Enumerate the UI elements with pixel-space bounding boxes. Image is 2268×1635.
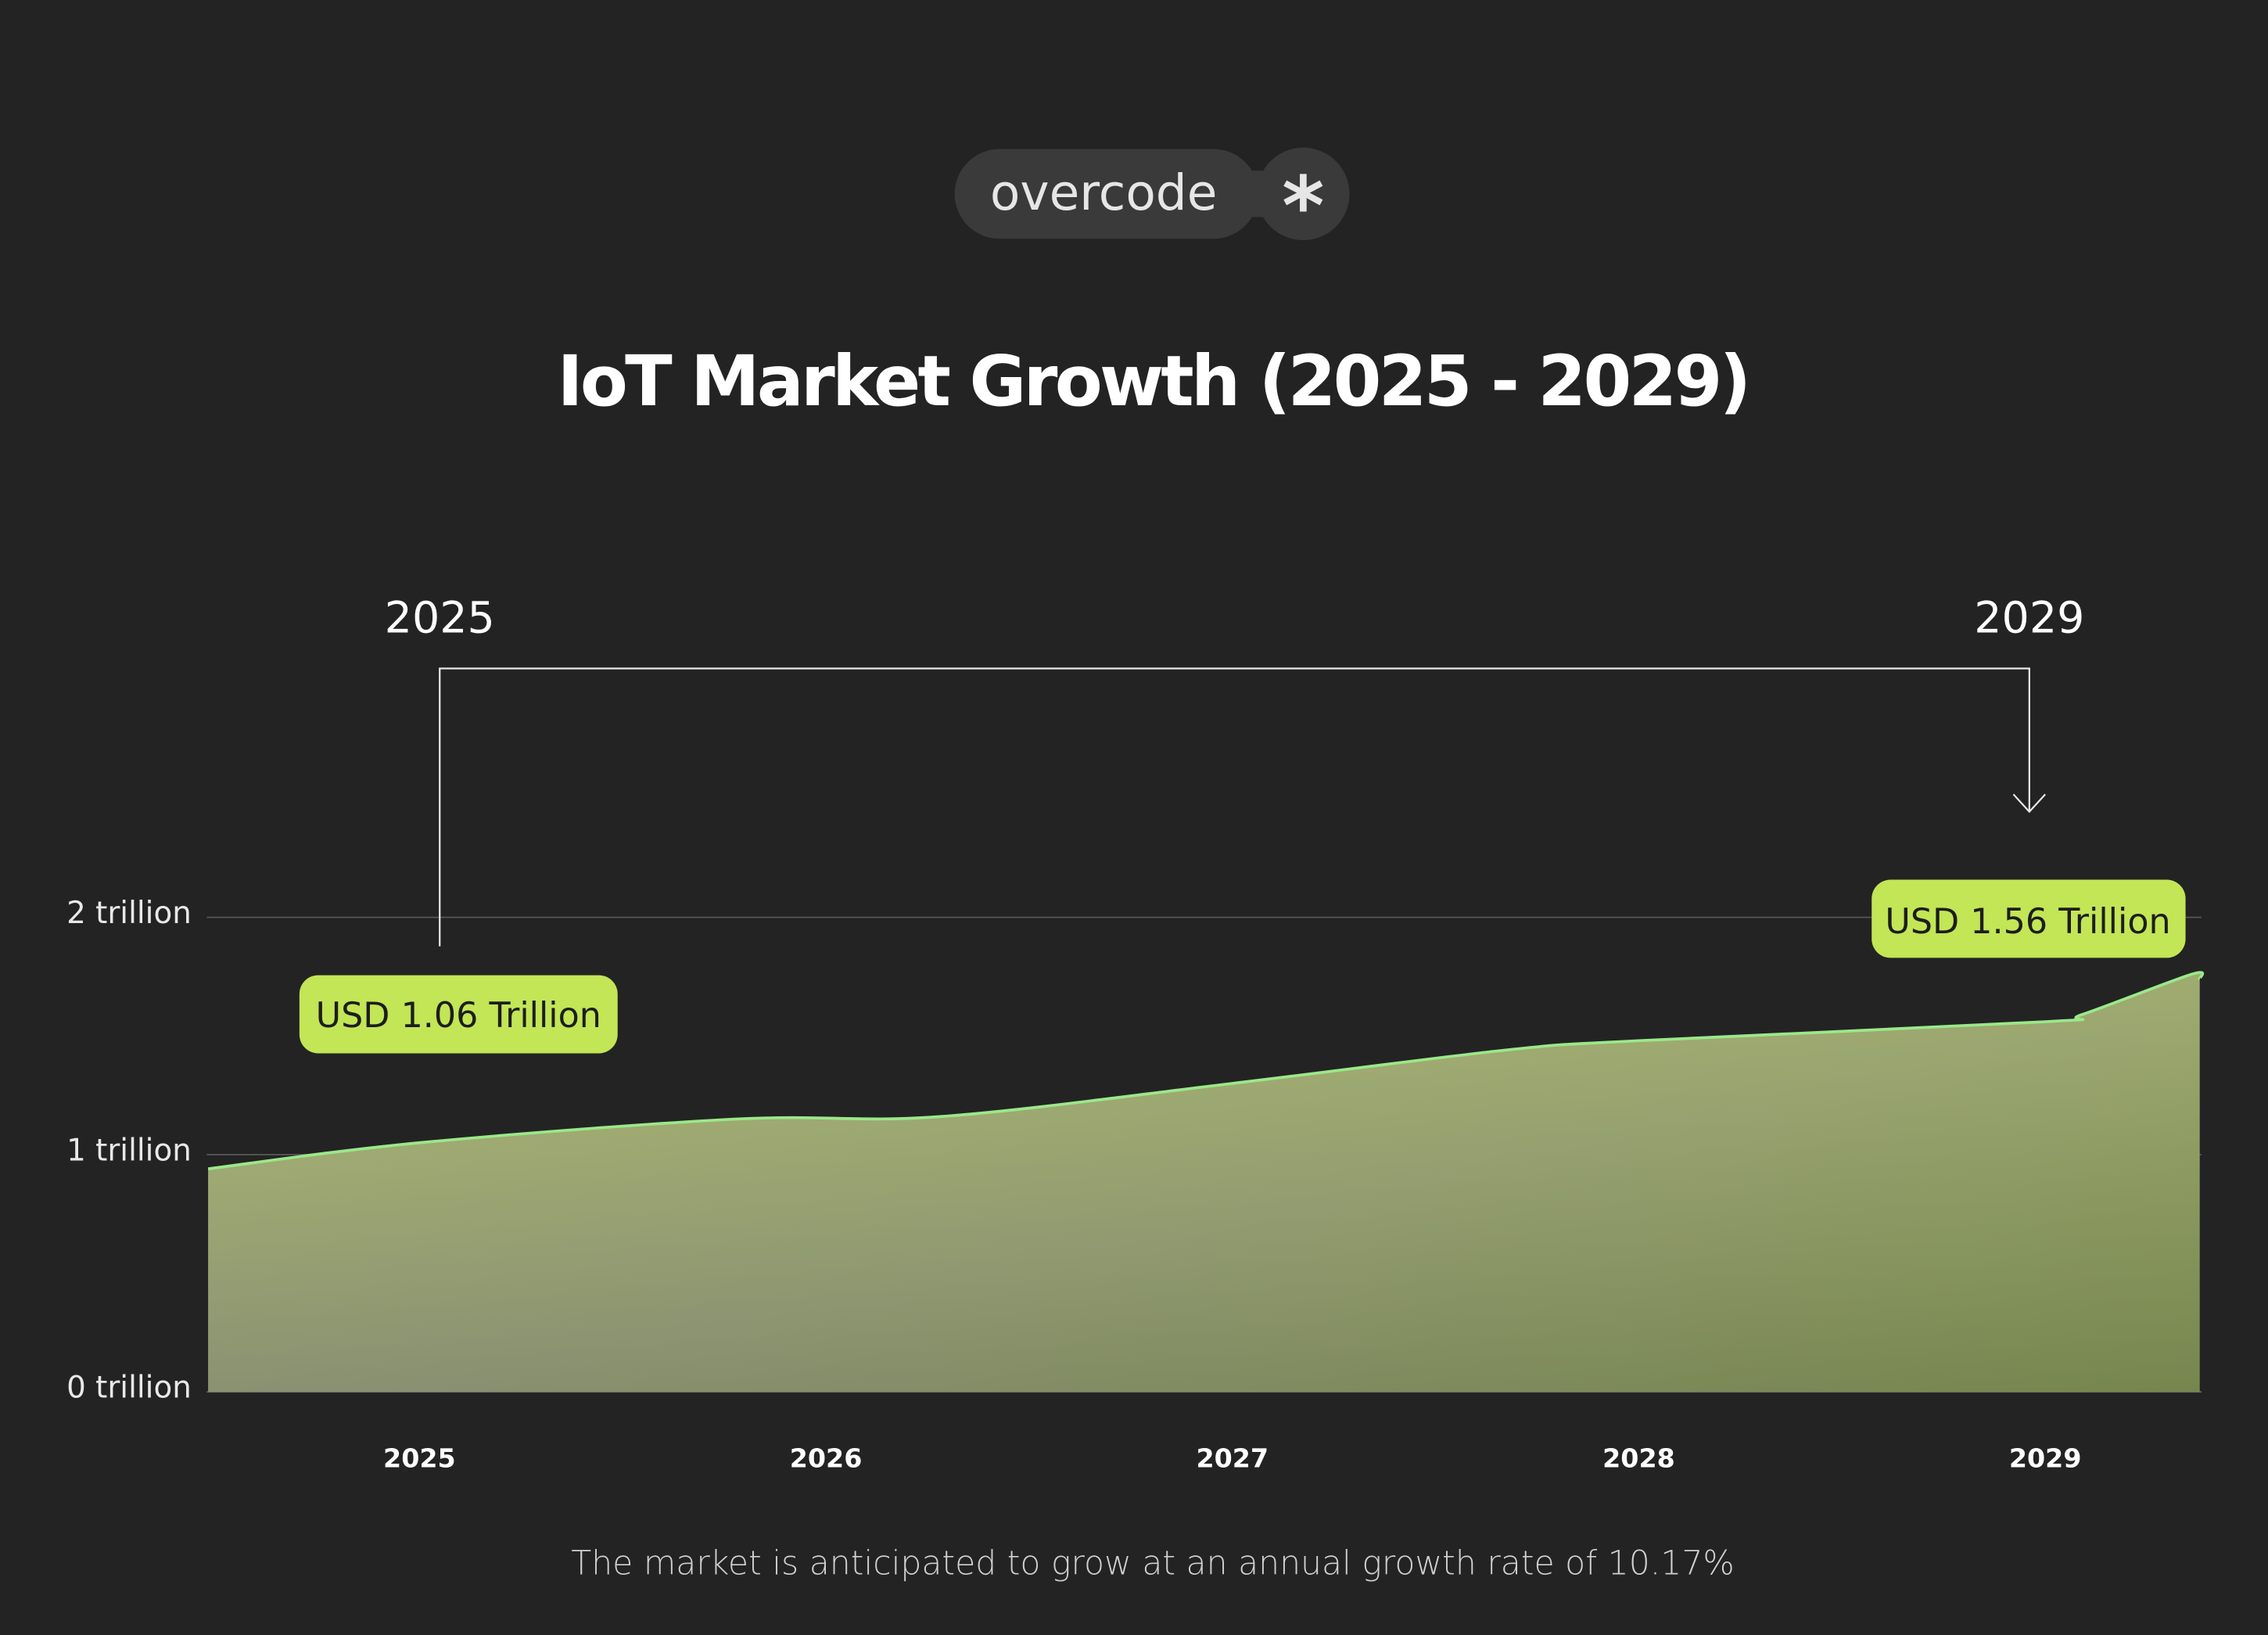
- value-label-start: USD 1.06 Trillion: [299, 975, 618, 1054]
- y-tick-label: 1 trillion: [66, 1133, 192, 1168]
- x-tick-label: 2026: [790, 1443, 863, 1473]
- logo-text: overcode: [990, 164, 1217, 221]
- chart-title: IoT Market Growth (2025 - 2029): [558, 341, 1749, 422]
- annotation-year-end: 2029: [1974, 593, 2084, 643]
- logo: overcode *: [954, 147, 1350, 254]
- x-tick-label: 2027: [1196, 1443, 1269, 1473]
- value-label-end: USD 1.56 Trillion: [1871, 879, 2186, 958]
- value-label-end-text: USD 1.56 Trillion: [1885, 902, 2170, 942]
- value-label-start-text: USD 1.06 Trillion: [316, 996, 601, 1036]
- x-tick-label: 2025: [383, 1443, 456, 1473]
- y-tick-label: 2 trillion: [66, 896, 192, 931]
- series-line: [207, 971, 2205, 1170]
- annotation-year-start: 2025: [385, 593, 495, 643]
- x-tick-label: 2028: [1602, 1443, 1675, 1473]
- area-shade: [208, 972, 2203, 1392]
- bracket-arrow: [439, 667, 2046, 947]
- x-tick-label: 2029: [2009, 1443, 2082, 1473]
- y-tick-label: 0 trillion: [66, 1371, 192, 1406]
- asterisk-icon: *: [1282, 160, 1324, 254]
- chart-subtitle: The market is anticipated to grow at an …: [571, 1544, 1735, 1583]
